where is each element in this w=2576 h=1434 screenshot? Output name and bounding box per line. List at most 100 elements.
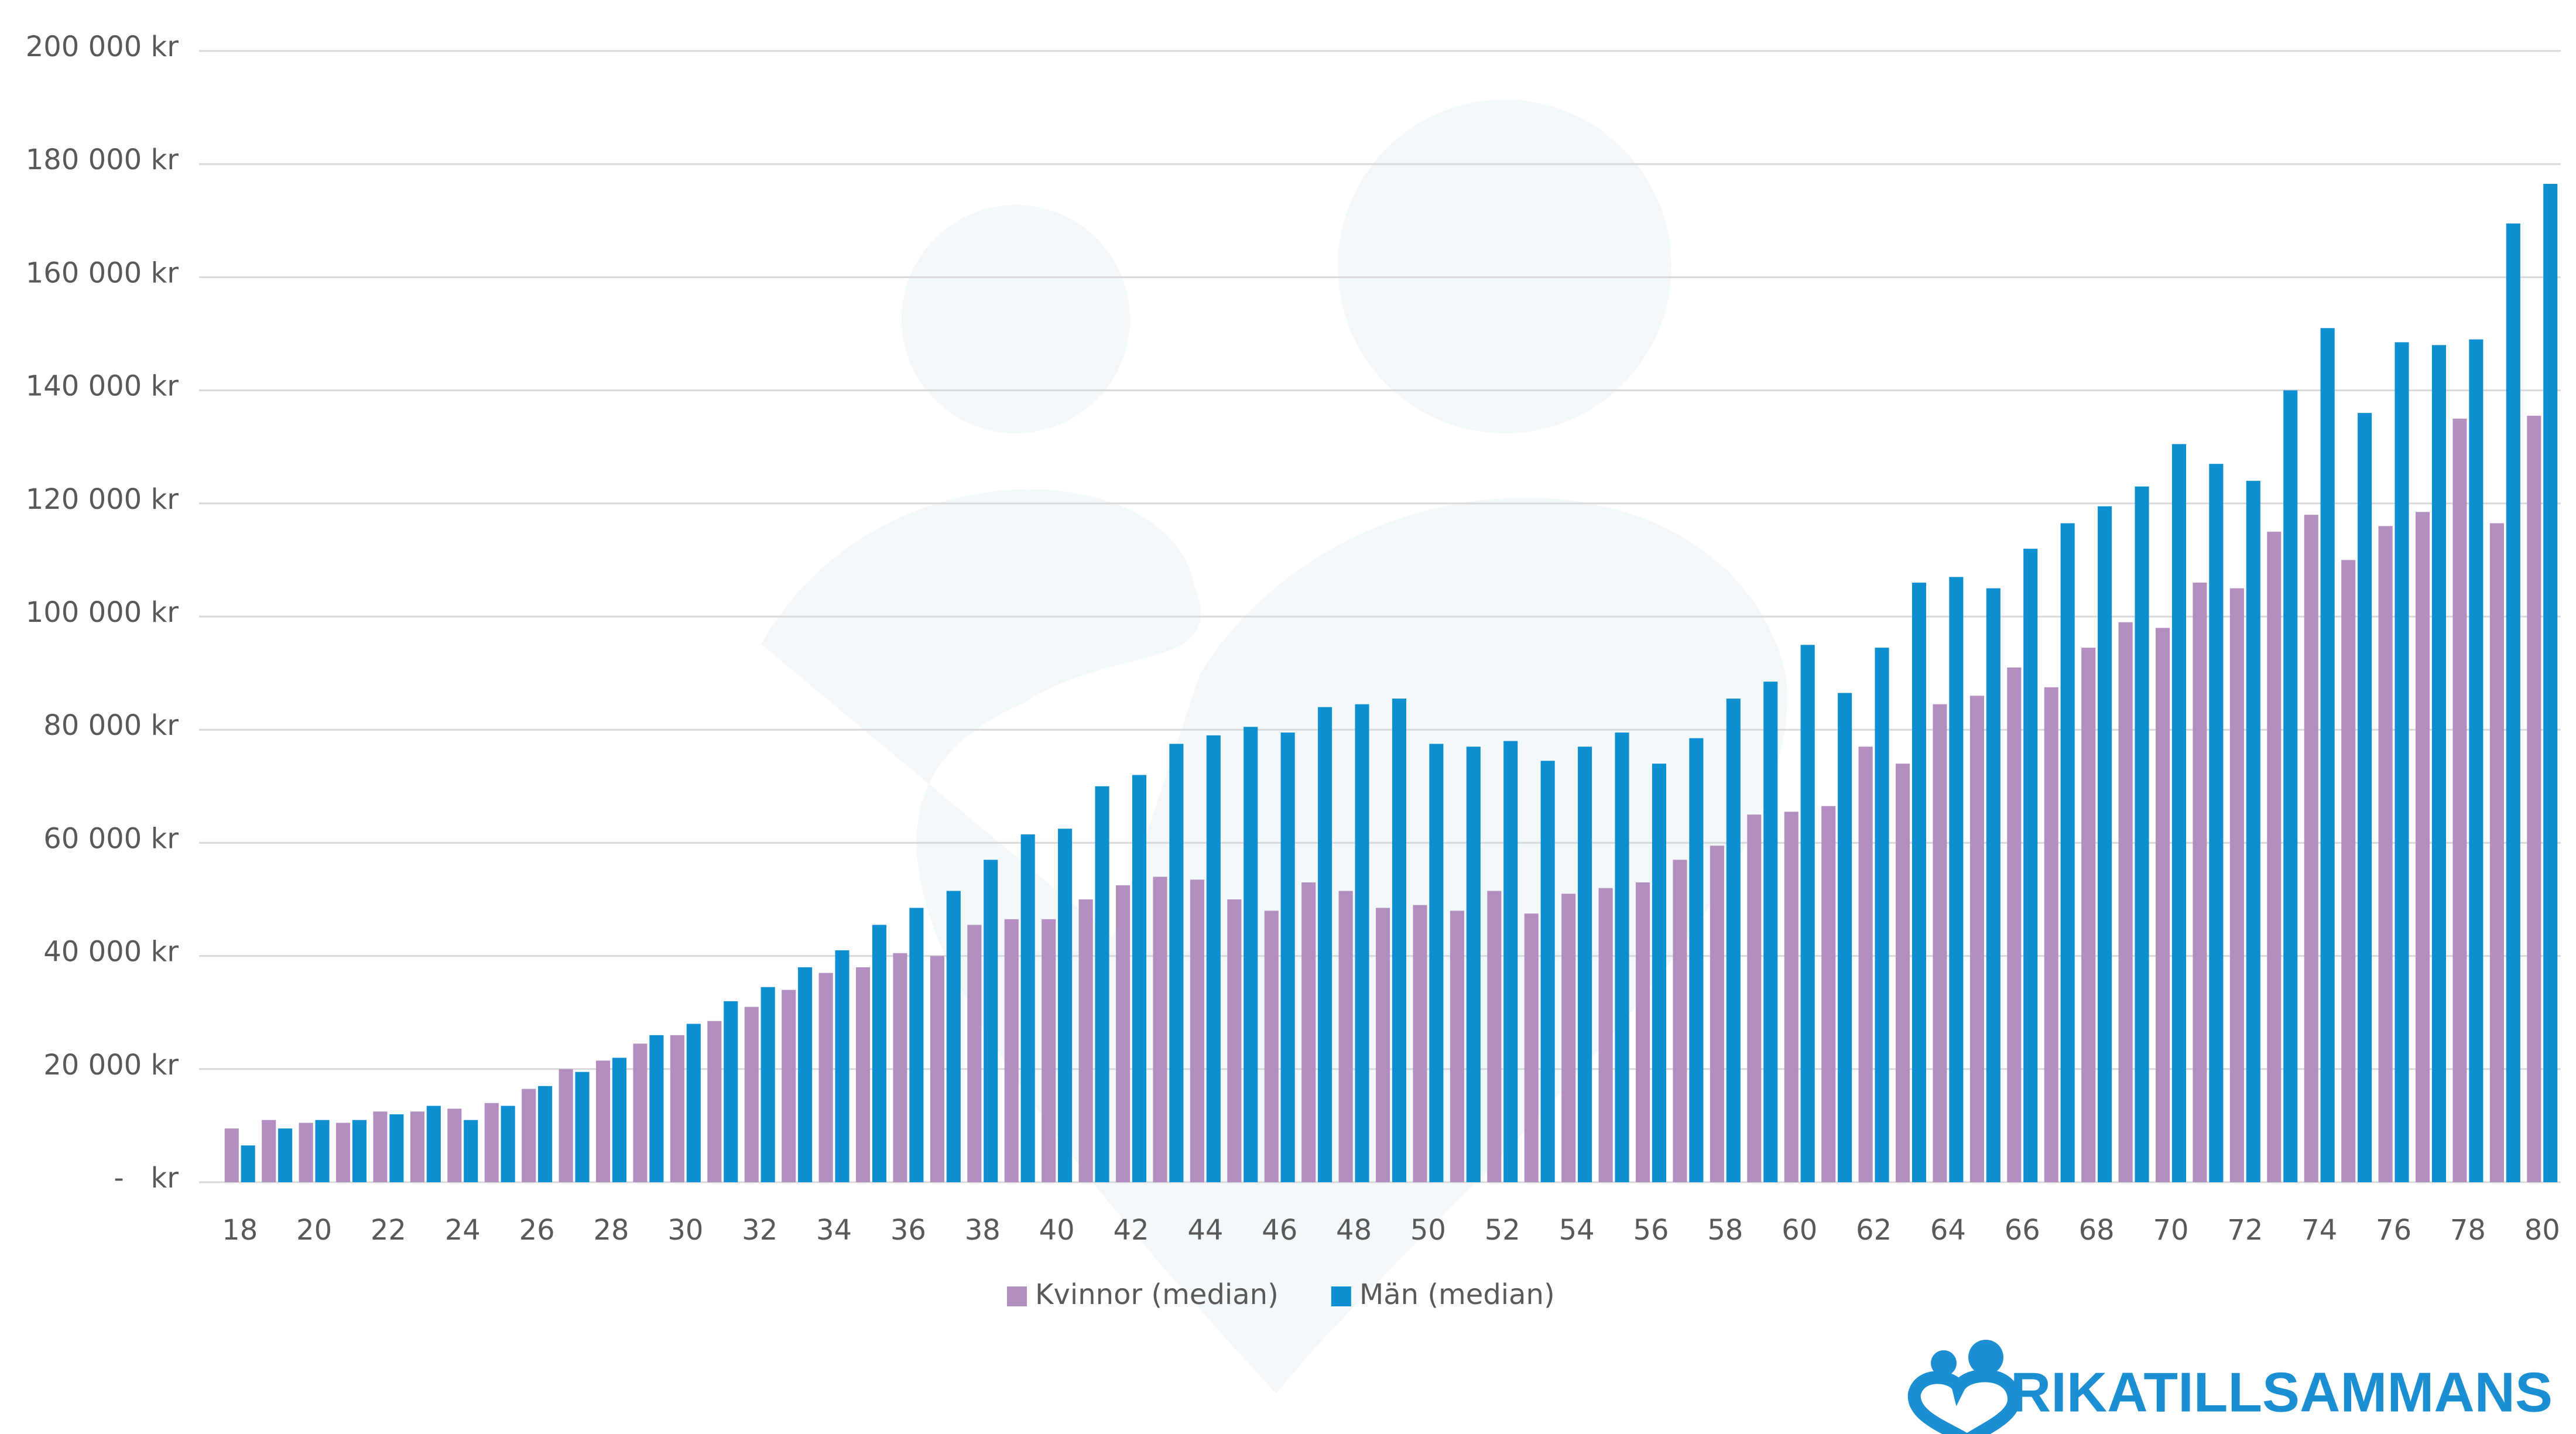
bar [2155,628,2170,1182]
x-tick-label: 66 [2005,1214,2040,1247]
bar [464,1120,478,1182]
x-tick-label: 42 [1113,1214,1149,1247]
x-tick-label: 64 [1930,1214,1966,1247]
bar [1227,899,1242,1182]
bar [1561,894,1576,1182]
bar [1338,891,1353,1182]
bar [2229,588,2244,1182]
bar [1375,908,1390,1182]
watermark [761,100,1787,1394]
legend-swatch [1331,1286,1351,1306]
bar [389,1114,404,1182]
y-tick-label: 160 000 kr [26,256,179,289]
bar [575,1072,590,1182]
y-tick-label: 60 000 kr [43,822,179,855]
bar [2267,532,2282,1182]
bar [872,925,887,1182]
y-tick-label: 40 000 kr [43,936,179,968]
bar [2246,481,2260,1183]
bar [1078,899,1093,1182]
bar [1540,761,1555,1182]
bar [595,1060,611,1182]
bar [2431,345,2447,1182]
bar [1487,891,1502,1182]
bar [2506,223,2520,1182]
bar [1875,648,1889,1182]
bar [2007,667,2022,1182]
bar [1710,846,1724,1182]
brand-name: RIKATILLSAMMANS [2010,1361,2553,1423]
bar [2395,342,2409,1182]
bar [670,1035,684,1182]
x-tick-label: 28 [593,1214,629,1247]
bar [1206,735,1221,1182]
bar [2543,184,2558,1182]
y-tick-label: 180 000 kr [26,143,179,176]
bar [538,1086,553,1182]
x-tick-label: 72 [2227,1214,2263,1247]
bar [2044,687,2058,1182]
bar [2469,339,2483,1183]
bar [2304,515,2318,1182]
bar [278,1128,293,1182]
bar [1598,888,1613,1182]
bar [1392,699,1407,1182]
bar [2489,523,2504,1182]
bar [426,1106,441,1182]
x-tick-label: 52 [1485,1214,1520,1247]
bar [967,925,982,1182]
bar [559,1069,573,1182]
bar [410,1111,424,1182]
y-tick-label: 200 000 kr [26,30,179,63]
x-tick-label: 74 [2301,1214,2337,1247]
x-tick-label: 20 [296,1214,332,1247]
bar [2341,560,2356,1182]
x-tick-label: 36 [890,1214,926,1247]
bar [2527,416,2541,1182]
y-tick-label: 80 000 kr [43,709,179,742]
x-tick-label: 38 [965,1214,1001,1247]
x-tick-label: 58 [1707,1214,1743,1247]
y-tick-label: 140 000 kr [26,370,179,403]
bar [1264,911,1279,1182]
bar [724,1001,738,1182]
bar [818,973,833,1182]
bar [1784,812,1799,1182]
bar [299,1122,313,1182]
bar [761,987,775,1182]
bar [2060,523,2075,1182]
bar [1800,645,1815,1182]
bar [909,908,924,1182]
bar [633,1043,648,1182]
x-tick-label: 26 [519,1214,555,1247]
bar [1635,882,1650,1182]
legend-label: Kvinnor (median) [1035,1278,1279,1311]
x-tick-label: 30 [667,1214,703,1247]
bar [1838,693,1852,1182]
bar [224,1128,239,1182]
brand-logo [1907,1340,2021,1434]
bar [2193,583,2207,1182]
bar [1355,704,1369,1182]
y-tick-label: 120 000 kr [26,483,179,516]
bar [1004,919,1019,1182]
x-tick-label: 24 [445,1214,481,1247]
bar [335,1122,351,1182]
x-tick-label: 22 [371,1214,406,1247]
bar [1503,741,1518,1182]
bar [2320,328,2335,1182]
bar [1763,682,1778,1182]
bar [1413,905,1427,1182]
bar [2081,648,2096,1182]
bar [2358,413,2372,1182]
x-tick-label: 68 [2079,1214,2115,1247]
bar [2098,506,2112,1182]
bar [1689,738,1704,1182]
x-tick-label: 18 [222,1214,258,1247]
bar [2452,418,2467,1182]
bar [612,1057,627,1182]
bar [2378,526,2393,1183]
bar [1747,814,1762,1182]
x-tick-label: 80 [2524,1214,2560,1247]
bar [1726,699,1741,1182]
